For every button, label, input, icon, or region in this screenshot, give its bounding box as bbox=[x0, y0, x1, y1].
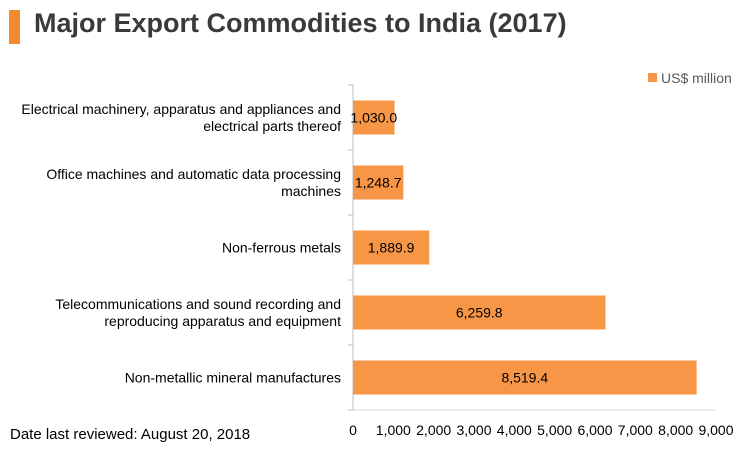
x-tick-label: 6,000 bbox=[577, 422, 612, 438]
category-label: reproducing apparatus and equipment bbox=[104, 313, 341, 329]
legend-label: US$ million bbox=[661, 70, 732, 86]
category-label: electrical parts thereof bbox=[203, 118, 341, 134]
bar bbox=[353, 100, 395, 135]
date-reviewed-note: Date last reviewed: August 20, 2018 bbox=[10, 426, 251, 443]
category-label: Office machines and automatic data proce… bbox=[46, 166, 341, 182]
x-tick-label: 2,000 bbox=[416, 422, 451, 438]
category-label: Telecommunications and sound recording a… bbox=[55, 296, 341, 312]
title-accent-bar bbox=[9, 10, 20, 44]
x-tick-label: 8,000 bbox=[658, 422, 693, 438]
x-tick-label: 4,000 bbox=[497, 422, 532, 438]
x-tick-label: 9,000 bbox=[698, 422, 733, 438]
x-tick-label: 5,000 bbox=[537, 422, 572, 438]
bar-value-label: 1,889.9 bbox=[368, 240, 415, 256]
category-label: Electrical machinery, apparatus and appl… bbox=[21, 101, 341, 117]
bar-value-label: 1,248.7 bbox=[355, 175, 402, 191]
x-tick-label: 7,000 bbox=[618, 422, 653, 438]
category-label: machines bbox=[281, 183, 341, 199]
bar-value-label: 6,259.8 bbox=[456, 305, 503, 321]
bar-value-label: 1,030.0 bbox=[350, 110, 397, 126]
x-tick-label: 3,000 bbox=[456, 422, 491, 438]
bar bbox=[353, 360, 697, 395]
legend-swatch bbox=[648, 73, 657, 82]
bar bbox=[353, 165, 404, 200]
x-tick-label: 1,000 bbox=[376, 422, 411, 438]
category-label: Non-ferrous metals bbox=[222, 240, 341, 256]
x-tick-label: 0 bbox=[349, 422, 357, 438]
bar bbox=[353, 295, 606, 330]
bar-value-label: 8,519.4 bbox=[501, 370, 548, 386]
bar bbox=[353, 230, 430, 265]
category-label: Non-metallic mineral manufactures bbox=[125, 370, 341, 386]
chart-title: Major Export Commodities to India (2017) bbox=[34, 8, 567, 38]
